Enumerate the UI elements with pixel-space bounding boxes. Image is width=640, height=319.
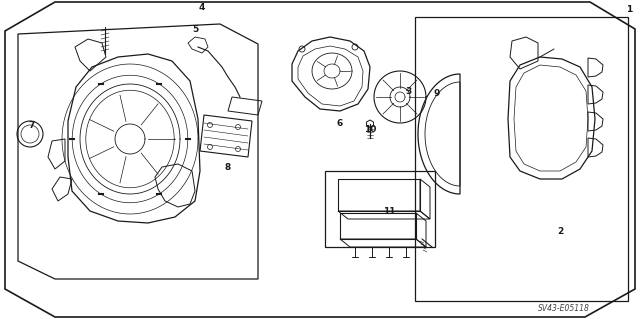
Text: 8: 8	[225, 162, 231, 172]
Text: 10: 10	[364, 124, 376, 133]
Text: 11: 11	[383, 207, 396, 217]
Text: 7: 7	[29, 122, 35, 130]
Text: 6: 6	[337, 120, 343, 129]
Text: 3: 3	[405, 86, 411, 95]
Text: 4: 4	[199, 4, 205, 12]
Text: 2: 2	[557, 226, 563, 235]
Text: 1: 1	[626, 4, 632, 13]
Text: SV43-E05118: SV43-E05118	[538, 304, 590, 313]
Text: 5: 5	[192, 25, 198, 33]
Text: 9: 9	[434, 90, 440, 99]
